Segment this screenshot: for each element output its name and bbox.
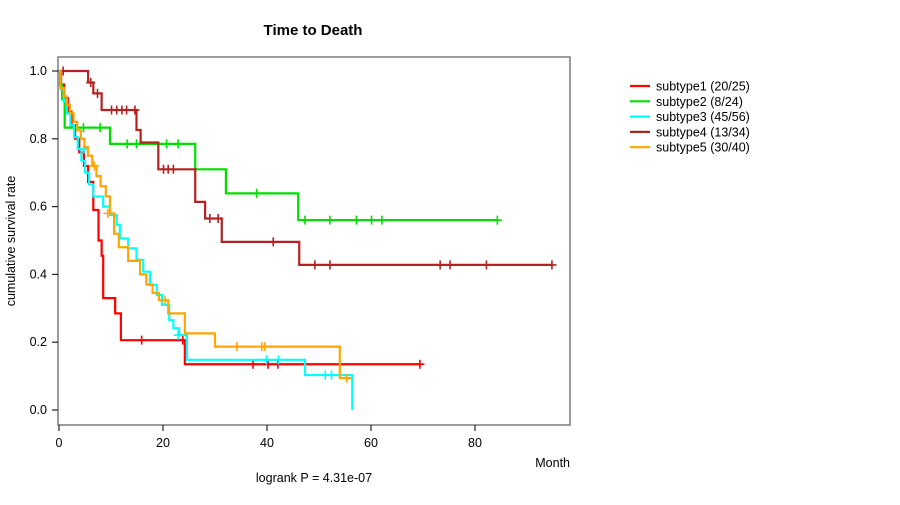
y-tick-label: 0.0 (30, 403, 47, 417)
series-line-subtype5 (59, 69, 352, 380)
x-tick-label: 60 (364, 436, 378, 450)
y-tick-label: 0.6 (30, 200, 47, 214)
censor-marks-subtype3 (79, 144, 336, 380)
censor-marks-subtype2 (78, 123, 502, 225)
logrank-pvalue: logrank P = 4.31e-07 (256, 471, 372, 485)
series-line-subtype3 (59, 69, 354, 410)
x-axis: 0 20 40 60 80 (56, 425, 482, 450)
series-layer (58, 66, 557, 410)
y-tick-label: 1.0 (30, 64, 47, 78)
legend-label-subtype5: subtype5 (30/40) (656, 141, 750, 155)
legend-label-subtype1: subtype1 (20/25) (656, 80, 750, 94)
plot-border (57, 56, 571, 426)
series-line-subtype2 (58, 69, 499, 222)
x-axis-label: Month (535, 456, 570, 470)
x-tick-label: 20 (156, 436, 170, 450)
x-tick-label: 0 (56, 436, 63, 450)
legend: subtype1 (20/25)subtype2 (8/24)subtype3 … (630, 80, 750, 155)
x-tick-label: 80 (468, 436, 482, 450)
y-axis: 0.0 0.2 0.4 0.6 0.8 1.0 (30, 64, 58, 417)
legend-label-subtype2: subtype2 (8/24) (656, 95, 743, 109)
y-axis-label: cumulative survival rate (4, 176, 18, 307)
censor-marks-subtype4 (58, 66, 557, 270)
chart-title: Time to Death (264, 22, 363, 39)
censor-marks-subtype5 (89, 161, 352, 383)
series-line-subtype4 (59, 69, 552, 267)
legend-label-subtype4: subtype4 (13/34) (656, 125, 750, 139)
y-tick-label: 0.2 (30, 335, 47, 349)
legend-label-subtype3: subtype3 (45/56) (656, 110, 750, 124)
x-tick-label: 40 (260, 436, 274, 450)
y-tick-label: 0.4 (30, 267, 47, 281)
y-tick-label: 0.8 (30, 132, 47, 146)
